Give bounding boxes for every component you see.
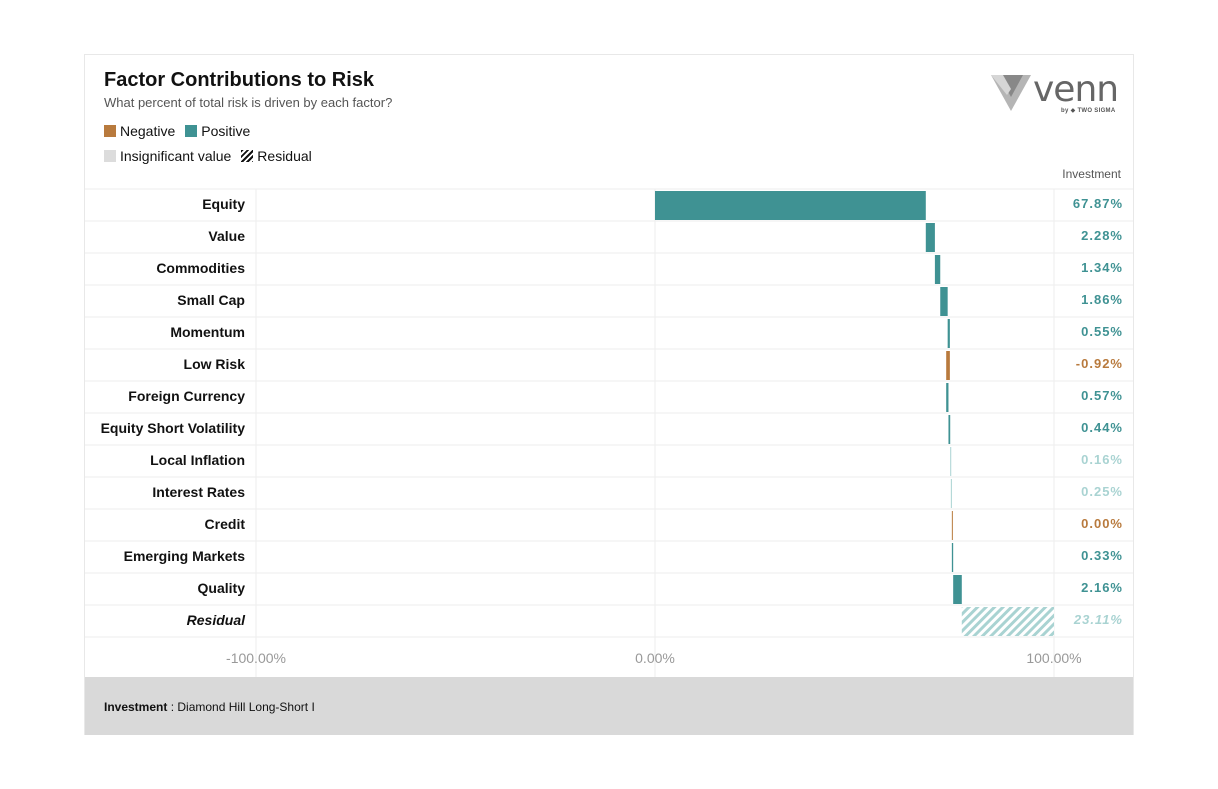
legend-residual-label: Residual	[257, 148, 312, 164]
value-label: -0.92%	[1076, 356, 1123, 371]
value-label: 2.28%	[1081, 228, 1123, 243]
bar-quality	[953, 575, 962, 604]
value-label: 67.87%	[1073, 196, 1123, 211]
chart-title: Factor Contributions to Risk	[104, 69, 374, 91]
category-label: Equity Short Volatility	[101, 420, 246, 436]
chart-subtitle: What percent of total risk is driven by …	[104, 95, 393, 110]
x-tick-label: 100.00%	[1026, 650, 1081, 666]
legend-insignificant-label: Insignificant value	[120, 148, 232, 164]
footer-value: Diamond Hill Long-Short I	[177, 700, 315, 714]
category-label: Equity	[202, 196, 245, 212]
column-header: Investment	[1062, 167, 1121, 181]
footer-label: Investment	[104, 700, 168, 714]
value-label: 0.33%	[1081, 548, 1123, 563]
value-label: 0.57%	[1081, 388, 1123, 403]
category-label: Emerging Markets	[124, 548, 246, 564]
value-label: 1.34%	[1081, 260, 1123, 275]
legend-negative-swatch	[104, 125, 116, 137]
category-label: Foreign Currency	[128, 388, 245, 404]
footer-bar: Investment : Diamond Hill Long-Short I	[85, 677, 1133, 735]
value-label: 2.16%	[1081, 580, 1123, 595]
legend-row-2: Insignificant value Residual	[104, 148, 322, 164]
venn-logo-byline: by ◆ TWO SIGMA	[1061, 108, 1116, 114]
legend-row-1: Negative Positive	[104, 123, 260, 139]
legend-negative: Negative	[104, 123, 175, 139]
bar-low-risk	[946, 351, 950, 380]
bar-equity-short-volatility	[948, 415, 951, 444]
category-label: Value	[208, 228, 245, 244]
chart-card: Factor Contributions to Risk What percen…	[84, 54, 1134, 735]
legend-positive-swatch	[185, 125, 198, 137]
x-tick-label: -100.00%	[226, 650, 286, 666]
category-label: Momentum	[170, 324, 245, 340]
value-label: 0.00%	[1081, 516, 1123, 531]
bar-small-cap	[940, 287, 948, 316]
legend-residual-swatch	[241, 150, 254, 162]
bar-local-inflation	[950, 447, 952, 476]
legend-insignificant: Insignificant value	[104, 148, 231, 164]
bar-equity	[655, 191, 926, 220]
value-label: 23.11%	[1073, 612, 1123, 627]
legend-positive-label: Positive	[201, 123, 251, 139]
footer-text: Investment : Diamond Hill Long-Short I	[104, 700, 315, 714]
category-label: Residual	[187, 612, 246, 628]
factor-chart: Equity 67.87% Value 2.28% Commodities 1.34% Sm…	[85, 188, 1133, 677]
category-label: Credit	[205, 516, 246, 532]
bar-commodities	[934, 255, 941, 284]
category-label: Small Cap	[177, 292, 245, 308]
bar-momentum	[947, 319, 950, 348]
category-label: Local Inflation	[150, 452, 245, 468]
footer-separator: :	[167, 700, 178, 714]
legend-insignificant-swatch	[104, 150, 116, 162]
bar-interest-rates	[950, 479, 952, 508]
legend-residual: Residual	[241, 148, 312, 164]
legend-negative-label: Negative	[120, 123, 176, 139]
category-label: Interest Rates	[152, 484, 245, 500]
category-label: Commodities	[156, 260, 245, 276]
category-label: Low Risk	[184, 356, 246, 372]
value-label: 0.25%	[1081, 484, 1123, 499]
bar-value	[925, 223, 935, 252]
venn-logo-icon	[991, 75, 1031, 111]
value-label: 0.16%	[1081, 452, 1123, 467]
bar-credit	[951, 511, 953, 540]
bar-residual	[961, 607, 1054, 636]
legend-positive: Positive	[185, 123, 250, 139]
bar-emerging-markets	[951, 543, 954, 572]
value-label: 1.86%	[1081, 292, 1123, 307]
x-tick-label: 0.00%	[635, 650, 675, 666]
category-label: Quality	[198, 580, 246, 596]
value-label: 0.55%	[1081, 324, 1123, 339]
bar-foreign-currency	[946, 383, 949, 412]
venn-logo-word: venn	[1033, 69, 1119, 110]
value-label: 0.44%	[1081, 420, 1123, 435]
